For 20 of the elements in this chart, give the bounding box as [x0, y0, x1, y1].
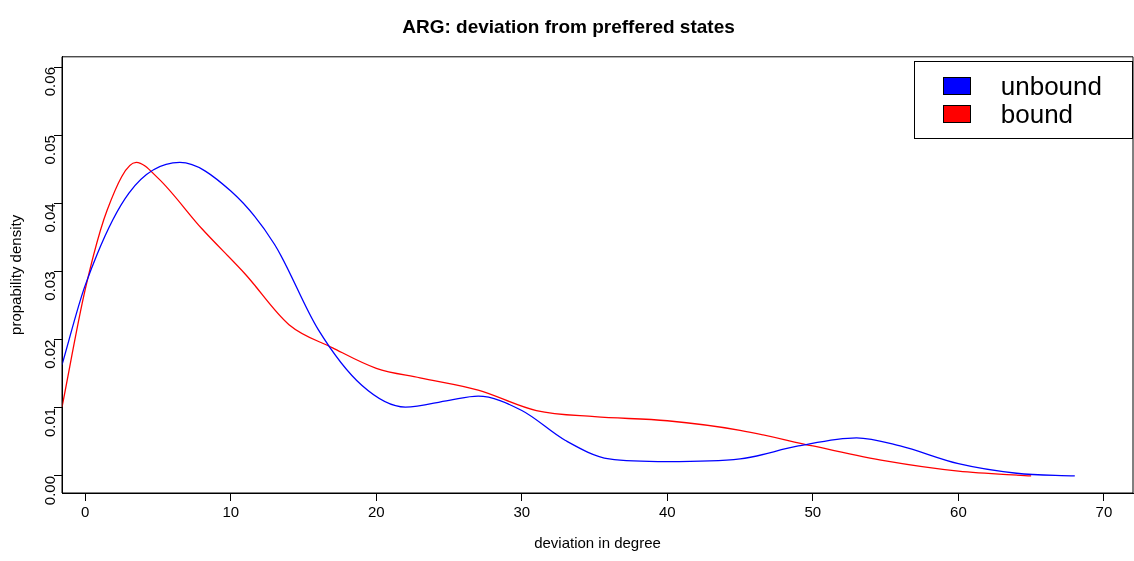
x-tick-label: 10 [222, 503, 240, 521]
x-tick-label: 60 [950, 503, 967, 521]
legend-label: unbound [1000, 71, 1102, 101]
y-tick-label: 0.03 [41, 271, 59, 301]
y-tick-label: 0.01 [41, 407, 59, 438]
x-tick-label: 40 [659, 503, 676, 521]
y-tick-label: 0.00 [41, 475, 59, 506]
x-tick-label: 20 [367, 503, 385, 521]
x-tick-label: 70 [1095, 503, 1113, 521]
chart-title: ARG: deviation from preffered states [402, 15, 735, 37]
y-tick-label: 0.05 [41, 135, 59, 165]
x-tick-label: 50 [804, 503, 822, 521]
y-tick-label: 0.06 [41, 67, 59, 97]
x-tick-label: 30 [513, 503, 531, 521]
y-axis-title: propability density [7, 214, 25, 335]
x-axis-title: deviation in degree [534, 534, 661, 552]
x-tick-label: 0 [81, 503, 90, 521]
y-tick-label: 0.04 [41, 203, 59, 233]
legend-label: bound [1000, 99, 1074, 129]
y-tick-label: 0.02 [41, 339, 59, 369]
